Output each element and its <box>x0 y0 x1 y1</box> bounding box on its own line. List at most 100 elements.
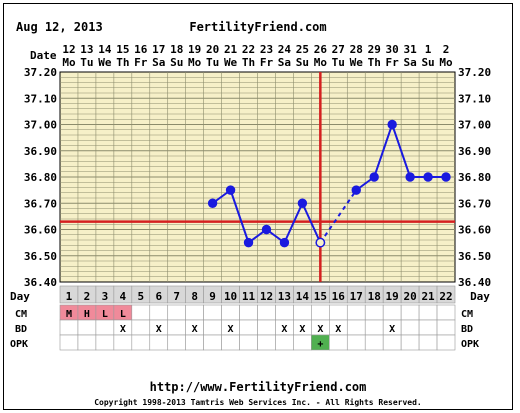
cm-value: H <box>84 309 90 320</box>
date-tick-label: 18 <box>170 43 183 56</box>
cycle-day-label: 2 <box>84 290 91 303</box>
opk-cell <box>329 334 348 351</box>
cm-cell <box>203 304 222 321</box>
date-tick-label: 13 <box>80 43 93 56</box>
date-tick-label: 25 <box>296 43 309 56</box>
bd-mark: X <box>192 324 198 335</box>
date-tick-label: 19 <box>188 43 201 56</box>
date-row-label: Date <box>30 49 57 62</box>
day-row-label: Day <box>10 290 30 303</box>
temperature-point <box>297 198 308 208</box>
date-tick-label: 15 <box>116 43 129 56</box>
bd-mark: X <box>299 324 305 335</box>
opk-cell <box>418 334 438 351</box>
weekday-tick-label: Mo <box>314 56 328 69</box>
weekday-tick-label: Fr <box>260 56 274 69</box>
y-tick-label-right: 36.80 <box>458 171 491 184</box>
cycle-day-label: 20 <box>403 290 416 303</box>
footer-url: http://www.FertilityFriend.com <box>150 380 367 394</box>
y-tick-label-right: 37.20 <box>458 66 491 79</box>
cm-cell <box>400 304 420 321</box>
date-tick-label: 2 <box>443 43 450 56</box>
cycle-day-label: 10 <box>224 290 237 303</box>
opk-cell <box>113 334 133 351</box>
temperature-point <box>279 237 290 248</box>
day-cell <box>436 285 456 304</box>
weekday-tick-label: Th <box>116 56 129 69</box>
temperature-point <box>423 172 433 182</box>
temperature-point <box>207 198 218 208</box>
temperature-point <box>387 119 397 130</box>
weekday-tick-label: Tu <box>332 56 345 69</box>
bd-mark: X <box>317 324 323 335</box>
opk-cell <box>400 334 420 351</box>
opk-row-label: OPK <box>10 339 28 350</box>
cycle-day-label: 19 <box>386 290 399 303</box>
bd-mark: X <box>335 324 341 335</box>
bd-cell <box>239 319 258 336</box>
cycle-day-label: 16 <box>332 290 346 303</box>
weekday-tick-label: Mo <box>188 56 202 69</box>
bd-cell <box>167 319 186 336</box>
bd-cell <box>400 319 420 336</box>
bd-mark: X <box>228 324 234 335</box>
cm-value: L <box>120 309 126 320</box>
weekday-tick-label: Sa <box>403 56 416 69</box>
opk-cell <box>436 334 456 351</box>
cycle-day-label: 21 <box>421 290 435 303</box>
y-tick-label-right: 37.00 <box>458 119 491 132</box>
date-tick-label: 1 <box>425 43 432 56</box>
bd-cell <box>77 319 97 336</box>
weekday-tick-label: Th <box>368 56 381 69</box>
footer-copyright: Copyright 1998-2013 Tamtris Web Services… <box>94 397 422 407</box>
temperature-point <box>261 224 272 235</box>
bd-mark: X <box>281 324 287 335</box>
date-tick-label: 28 <box>350 43 363 56</box>
y-tick-label-left: 36.80 <box>24 171 57 184</box>
temperature-point <box>351 185 361 195</box>
bd-cell <box>364 319 384 336</box>
bd-row-label: BD <box>15 324 27 335</box>
cycle-day-label: 8 <box>191 290 198 303</box>
bd-cell <box>418 319 438 336</box>
cm-cell <box>167 304 186 321</box>
opk-positive-mark: + <box>317 339 323 350</box>
opk-cell <box>257 334 276 351</box>
cycle-day-label: 6 <box>155 290 162 303</box>
opk-cell <box>221 334 240 351</box>
weekday-tick-label: Su <box>170 56 183 69</box>
y-tick-label-right: 36.40 <box>458 276 491 289</box>
weekday-tick-label: We <box>224 56 238 69</box>
cm-cell <box>275 304 294 321</box>
temperature-series-gap-line <box>319 189 358 244</box>
y-tick-label-right: 36.70 <box>458 197 491 210</box>
cm-cell <box>382 304 402 321</box>
cm-row-label-right: CM <box>461 309 473 320</box>
date-tick-label: 23 <box>260 43 273 56</box>
bd-cell <box>257 319 276 336</box>
opk-row-label-right: OPK <box>461 339 479 350</box>
date-tick-label: 12 <box>62 43 75 56</box>
cm-cell <box>257 304 276 321</box>
cycle-day-label: 5 <box>137 290 144 303</box>
y-tick-label-left: 36.50 <box>24 250 57 263</box>
cycle-day-label: 14 <box>296 290 310 303</box>
cycle-day-label: 12 <box>260 290 273 303</box>
bd-cell <box>436 319 456 336</box>
date-tick-label: 30 <box>386 43 399 56</box>
cm-value: L <box>102 309 108 320</box>
date-tick-label: 20 <box>206 43 219 56</box>
date-tick-label: 31 <box>403 43 417 56</box>
cm-cell <box>436 304 456 321</box>
date-tick-label: 22 <box>242 43 255 56</box>
cycle-day-label: 1 <box>66 290 73 303</box>
chart-date: Aug 12, 2013 <box>16 20 103 34</box>
y-tick-label-left: 36.60 <box>24 224 57 237</box>
plot-area: 12 13 14 15 16 17 18 19 20 21 22 23 24 25 26 27 28 29 30 31… <box>24 43 491 351</box>
date-tick-label: 21 <box>224 43 238 56</box>
weekday-tick-label: Su <box>296 56 309 69</box>
cm-cell <box>221 304 240 321</box>
y-tick-label-left: 37.00 <box>24 119 57 132</box>
opk-cell <box>149 334 169 351</box>
